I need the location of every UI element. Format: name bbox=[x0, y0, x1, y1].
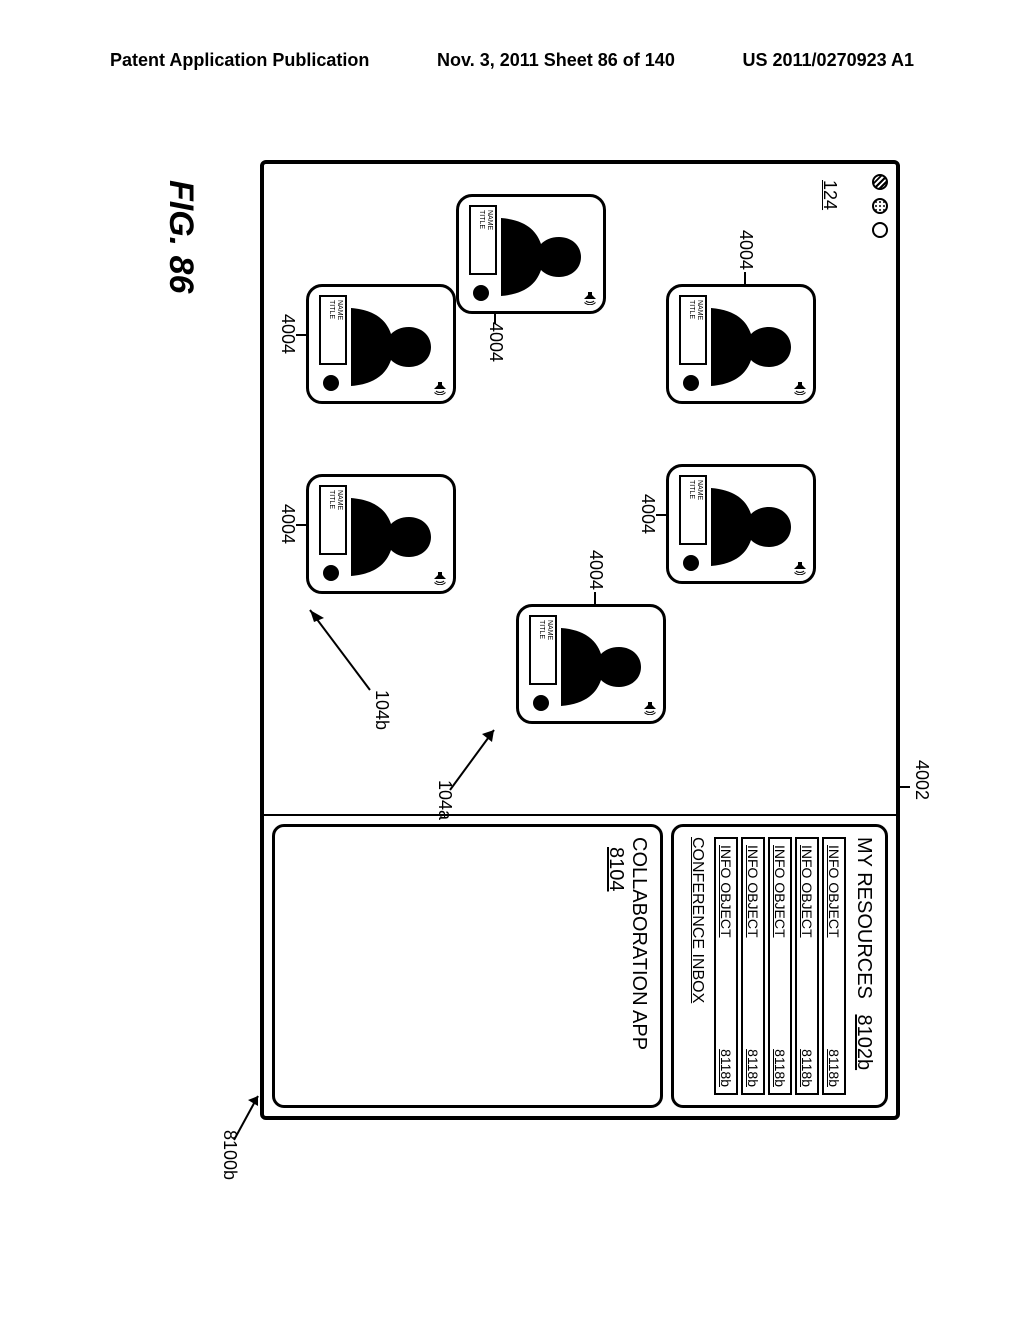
figure-rotated: 4002 124 NAMETITLE 4004 NAMETITLE 4004 bbox=[120, 160, 900, 1160]
arrow-8100b bbox=[232, 1090, 262, 1150]
info-rows: INFO OBJECT8118bINFO OBJECT8118bINFO OBJ… bbox=[714, 837, 846, 1095]
status-dot bbox=[323, 375, 339, 391]
window-dot-close[interactable] bbox=[872, 174, 888, 190]
avatar-icon bbox=[351, 301, 439, 393]
conference-area: 124 NAMETITLE 4004 NAMETITLE 4004 NAMETI… bbox=[264, 164, 896, 816]
avatar-icon bbox=[711, 301, 799, 393]
participant-card[interactable]: NAMETITLE bbox=[456, 194, 606, 314]
avatar-icon bbox=[351, 491, 439, 583]
collab-panel: COLLABORATION APP 8104 bbox=[272, 824, 663, 1108]
leader-4004 bbox=[656, 514, 666, 516]
resources-title: MY RESOURCES 8102b bbox=[852, 837, 875, 1095]
info-object-label: INFO OBJECT bbox=[826, 845, 842, 938]
header-left: Patent Application Publication bbox=[110, 50, 369, 71]
leader-4004 bbox=[296, 334, 306, 336]
ref-4004: 4004 bbox=[277, 504, 298, 544]
figure-caption: FIG. 86 bbox=[161, 180, 200, 293]
status-dot bbox=[533, 695, 549, 711]
info-object-row[interactable]: INFO OBJECT 8118b bbox=[741, 837, 765, 1095]
status-dot bbox=[683, 555, 699, 571]
info-object-label: INFO OBJECT bbox=[745, 845, 761, 938]
ref-104a: 104a bbox=[434, 780, 455, 820]
header-right: US 2011/0270923 A1 bbox=[743, 50, 914, 71]
avatar-icon bbox=[561, 621, 649, 713]
collab-title-text: COLLABORATION APP bbox=[628, 837, 650, 1050]
window-controls bbox=[872, 174, 888, 238]
info-object-ref: 8118b bbox=[799, 1049, 815, 1087]
collab-ref: 8104 bbox=[605, 847, 627, 892]
info-object-label: INFO OBJECT bbox=[772, 845, 788, 938]
status-dot bbox=[473, 285, 489, 301]
resources-panel: MY RESOURCES 8102b INFO OBJECT8118bINFO … bbox=[671, 824, 888, 1108]
window-dot-min[interactable] bbox=[872, 198, 888, 214]
info-object-row[interactable]: INFO OBJECT 8118b bbox=[795, 837, 819, 1095]
info-object-ref: 8118b bbox=[826, 1049, 842, 1087]
ref-4004: 4004 bbox=[277, 314, 298, 354]
leader-4004 bbox=[594, 592, 596, 604]
info-object-row[interactable]: INFO OBJECT 8118b bbox=[768, 837, 792, 1095]
participant-card[interactable]: NAMETITLE bbox=[306, 474, 456, 594]
participant-card[interactable]: NAMETITLE bbox=[306, 284, 456, 404]
info-object-ref: 8118b bbox=[718, 1049, 734, 1087]
info-object-row[interactable]: INFO OBJECT 8118b bbox=[714, 837, 738, 1095]
avatar-icon bbox=[711, 481, 799, 573]
conference-inbox[interactable]: CONFERENCE INBOX bbox=[688, 837, 706, 1095]
participant-card[interactable]: NAMETITLE bbox=[666, 284, 816, 404]
participant-name: NAMETITLE bbox=[319, 485, 347, 555]
status-dot bbox=[323, 565, 339, 581]
info-object-label: INFO OBJECT bbox=[799, 845, 815, 938]
avatar-icon bbox=[501, 211, 589, 303]
ref-4004: 4004 bbox=[735, 230, 756, 270]
leader-4004 bbox=[494, 314, 496, 324]
figure-wrap: 4002 124 NAMETITLE 4004 NAMETITLE 4004 bbox=[120, 160, 900, 1160]
resources-ref: 8102b bbox=[853, 1014, 875, 1070]
ref-4004: 4004 bbox=[485, 322, 506, 362]
participant-card[interactable]: NAMETITLE bbox=[516, 604, 666, 724]
participant-name: NAMETITLE bbox=[679, 295, 707, 365]
ref-4004: 4004 bbox=[585, 550, 606, 590]
header-center: Nov. 3, 2011 Sheet 86 of 140 bbox=[437, 50, 675, 71]
info-object-ref: 8118b bbox=[745, 1049, 761, 1087]
status-dot bbox=[683, 375, 699, 391]
resources-title-text: MY RESOURCES bbox=[853, 837, 875, 999]
participant-name: NAMETITLE bbox=[319, 295, 347, 365]
arrow-104b bbox=[290, 600, 380, 700]
leader-4004 bbox=[296, 524, 306, 526]
participant-name: NAMETITLE bbox=[469, 205, 497, 275]
ref-4002: 4002 bbox=[911, 760, 932, 800]
ref-4004: 4004 bbox=[637, 494, 658, 534]
ref-124: 124 bbox=[819, 180, 840, 210]
sidebar: MY RESOURCES 8102b INFO OBJECT8118bINFO … bbox=[264, 816, 896, 1116]
participant-card[interactable]: NAMETITLE bbox=[666, 464, 816, 584]
participant-name: NAMETITLE bbox=[529, 615, 557, 685]
page-header: Patent Application Publication Nov. 3, 2… bbox=[0, 50, 1024, 71]
window-dot-max[interactable] bbox=[872, 222, 888, 238]
info-object-ref: 8118b bbox=[772, 1049, 788, 1087]
info-object-row[interactable]: INFO OBJECT 8118b bbox=[822, 837, 846, 1095]
participant-name: NAMETITLE bbox=[679, 475, 707, 545]
collab-title: COLLABORATION APP 8104 bbox=[604, 837, 650, 1095]
ref-104b: 104b bbox=[371, 690, 392, 730]
info-object-label: INFO OBJECT bbox=[718, 845, 734, 938]
leader-4004 bbox=[744, 272, 746, 284]
